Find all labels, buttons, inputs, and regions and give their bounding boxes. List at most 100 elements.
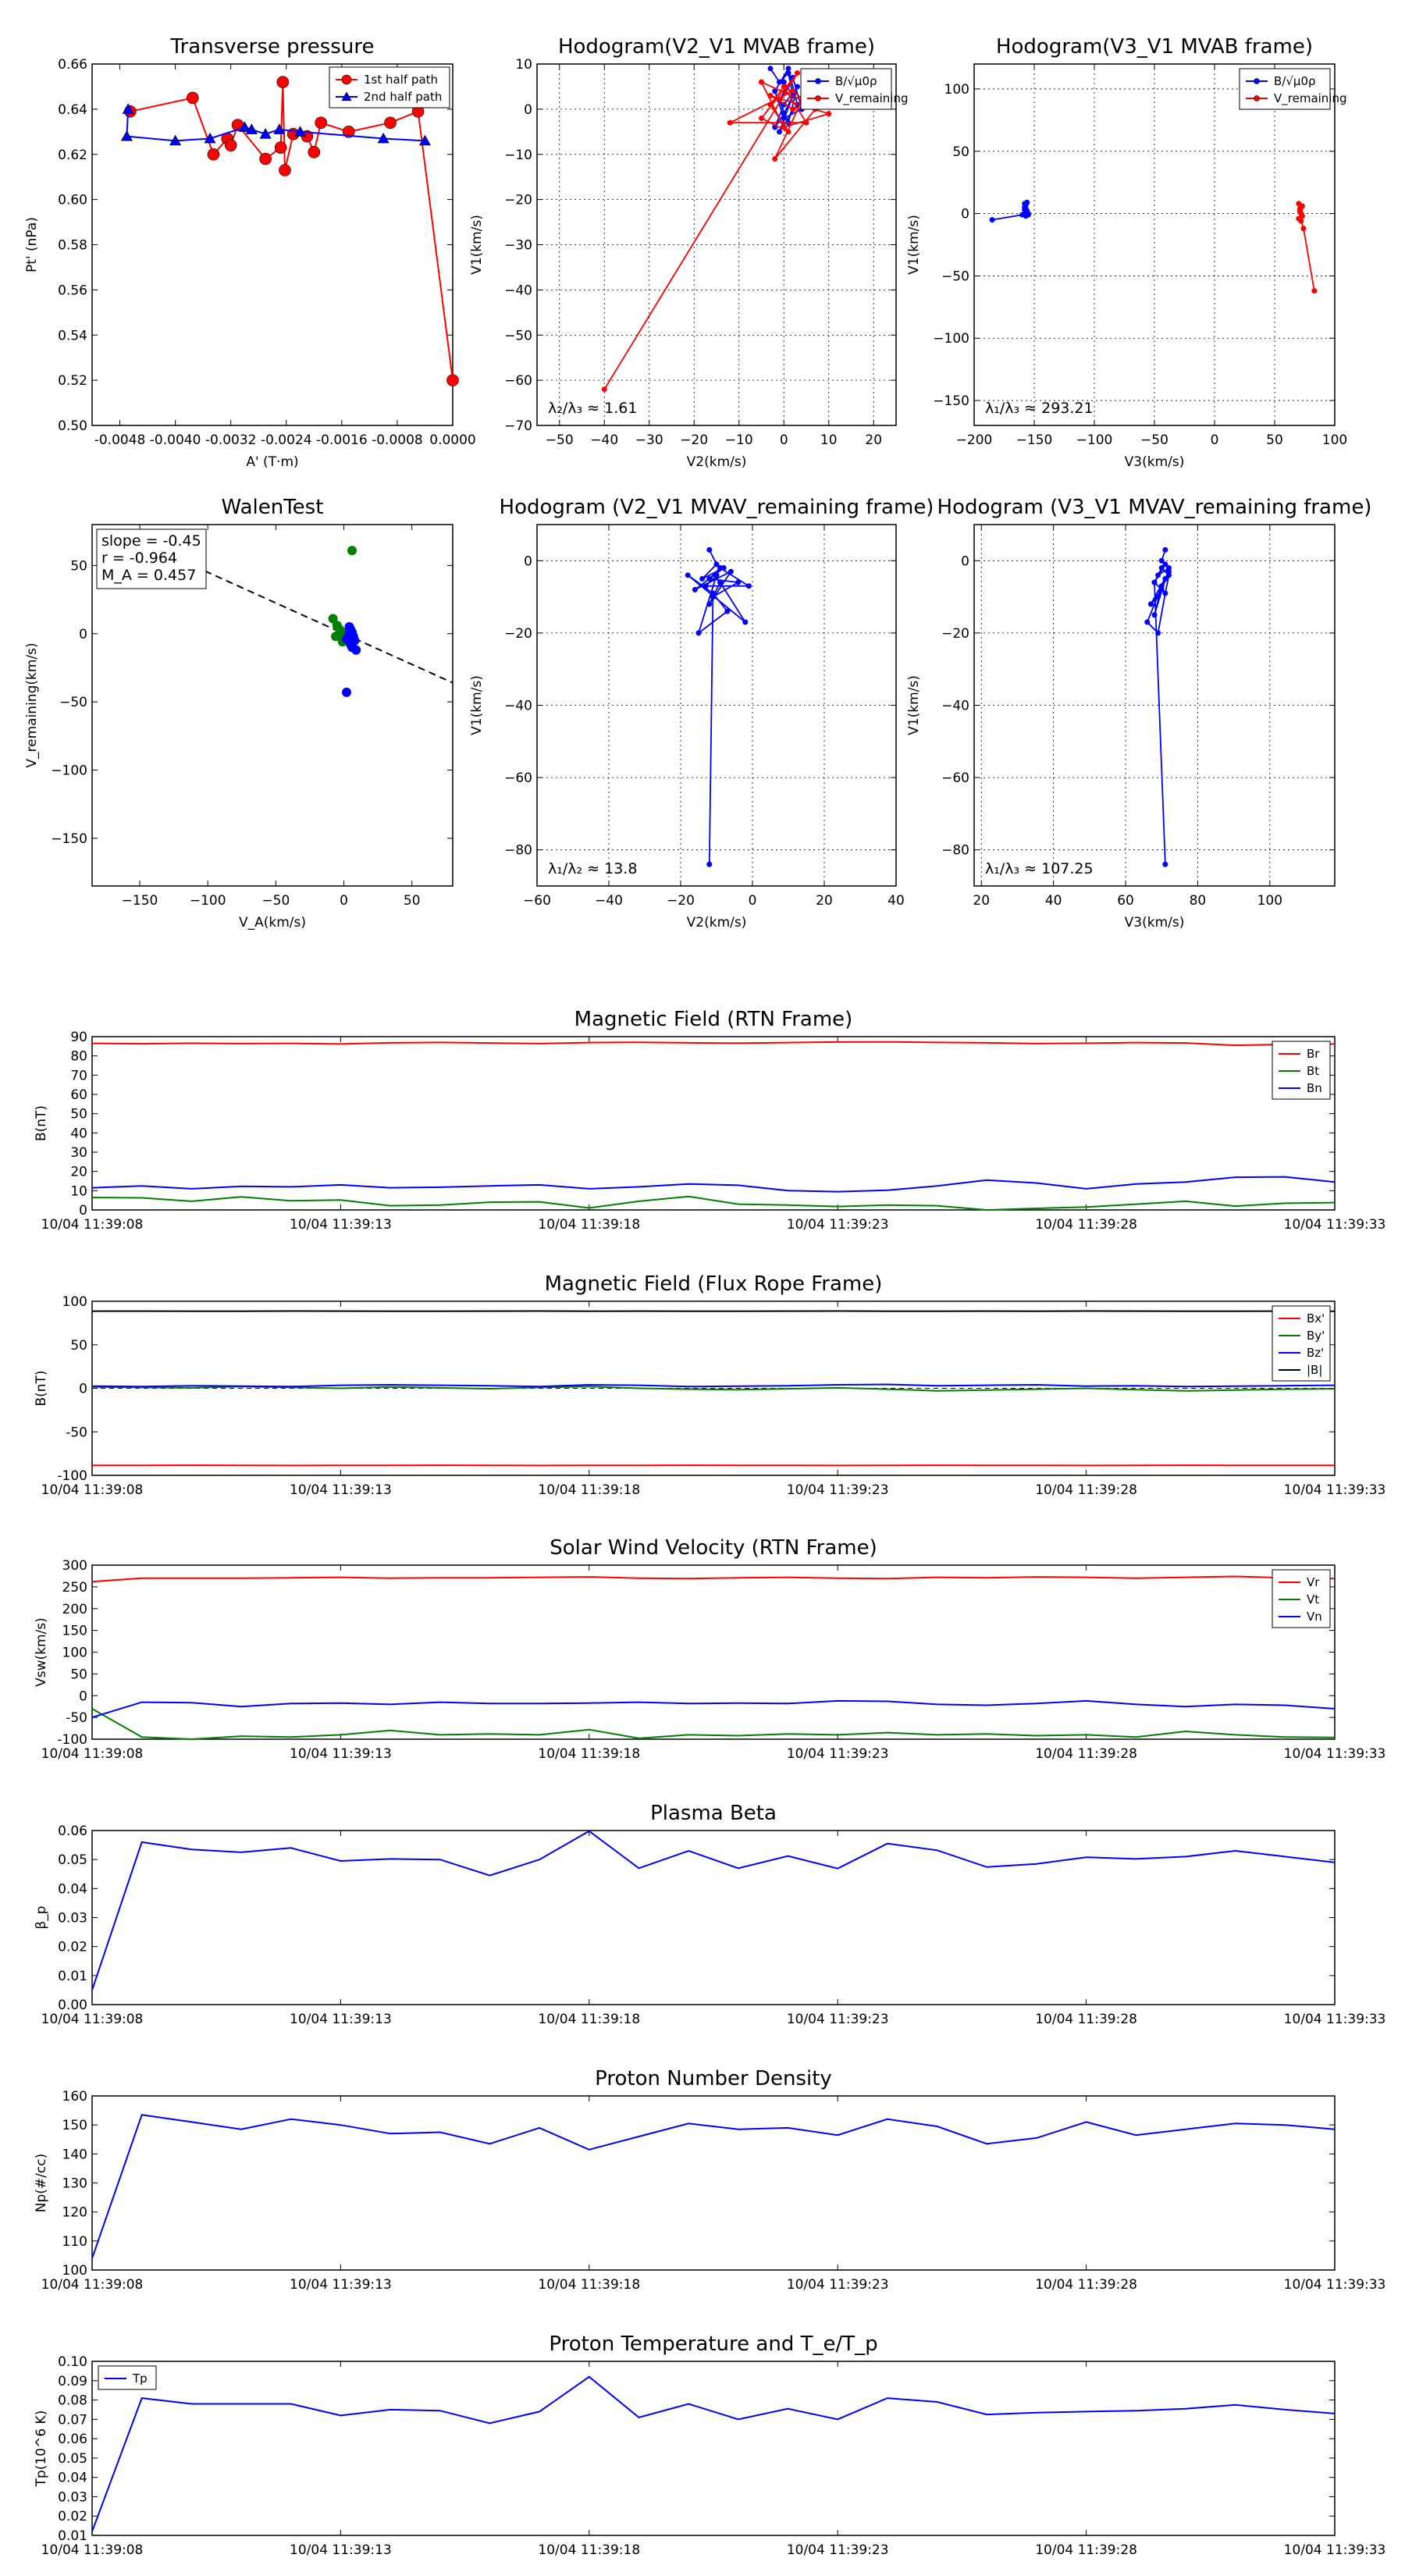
- y-tick-label: −50: [59, 695, 87, 710]
- data-point: [781, 84, 787, 90]
- series-line: [91, 1386, 1336, 1392]
- chart-title: Proton Temperature and T_e/T_p: [549, 2332, 877, 2356]
- x-tick-label: 10/04 11:39:28: [1035, 2012, 1137, 2027]
- data-point: [169, 134, 182, 146]
- data-point: [1151, 579, 1158, 585]
- y-tick-label: 0: [79, 1203, 87, 1219]
- legend-box: [800, 68, 892, 110]
- y-tick-label: 0: [79, 1382, 87, 1397]
- y-tick-label: 300: [62, 1558, 87, 1574]
- data-point: [989, 217, 995, 223]
- x-tick-label: 60: [1117, 893, 1134, 909]
- data-point: [351, 645, 361, 655]
- chart-title: Magnetic Field (Flux Rope Frame): [545, 1272, 883, 1296]
- x-tick-label: 10/04 11:39:08: [41, 1482, 144, 1498]
- y-tick-label: 100: [62, 1646, 87, 1661]
- x-tick-label: 10/04 11:39:23: [787, 1482, 889, 1498]
- y-tick-label: 100: [62, 2263, 87, 2279]
- x-tick-label: 0: [780, 432, 788, 448]
- plot-frame: [91, 1036, 1336, 1211]
- x-axis-label: A' (T·m): [246, 454, 298, 470]
- chart-title: Proton Number Density: [595, 2067, 832, 2090]
- y-tick-label: 0.07: [58, 2412, 87, 2428]
- y-tick-label: −30: [504, 238, 532, 254]
- y-tick-label: 0.62: [58, 148, 87, 163]
- data-point: [1147, 601, 1154, 607]
- y-tick-label: 0.00: [58, 1998, 87, 2013]
- data-point: [224, 139, 237, 151]
- y-tick-label: 0.03: [58, 2489, 87, 2505]
- fit-line: [194, 565, 454, 684]
- legend-entry: Br: [1307, 1047, 1320, 1061]
- y-tick-label: 60: [70, 1087, 87, 1103]
- y-tick-label: −20: [504, 193, 532, 208]
- data-point: [122, 103, 134, 114]
- data-point: [1155, 594, 1161, 600]
- x-tick-label: 100: [1322, 432, 1347, 448]
- y-tick-label: 0: [79, 627, 87, 642]
- data-point: [1165, 572, 1172, 578]
- y-tick-label: 250: [62, 1580, 87, 1596]
- chart-title: Plasma Beta: [650, 1802, 777, 1825]
- data-point: [735, 579, 742, 585]
- y-tick-label: 90: [70, 1030, 87, 1045]
- y-tick-label: 80: [70, 1049, 87, 1065]
- x-tick-label: 10/04 11:39:23: [787, 2542, 889, 2558]
- legend-entry: |B|: [1307, 1363, 1322, 1377]
- data-point: [745, 583, 752, 589]
- data-point: [759, 115, 764, 121]
- series-line: [91, 1699, 1336, 1719]
- y-tick-label: −50: [941, 269, 969, 284]
- x-tick-label: 10/04 11:39:28: [1035, 2277, 1137, 2293]
- plot-frame: [91, 63, 454, 426]
- y-tick-label: 0.02: [58, 1940, 87, 1955]
- data-point: [785, 129, 791, 135]
- legend-entry: Tp: [132, 2371, 148, 2386]
- data-point: [1298, 211, 1304, 217]
- y-tick-label: −60: [504, 770, 532, 786]
- data-point: [273, 123, 286, 134]
- x-tick-label: 10/04 11:39:08: [41, 2277, 144, 2293]
- x-tick-label: −60: [523, 893, 551, 909]
- y-tick-label: 70: [70, 1068, 87, 1083]
- y-tick-label: −40: [941, 699, 969, 714]
- y-axis-label: B(nT): [34, 1370, 49, 1406]
- data-point: [418, 134, 431, 146]
- y-tick-label: 120: [62, 2205, 87, 2221]
- y-tick-label: 0.58: [58, 238, 87, 254]
- y-tick-label: 50: [70, 558, 87, 574]
- x-tick-label: −50: [546, 432, 574, 448]
- y-tick-label: -50: [66, 1710, 87, 1726]
- x-tick-label: 10/04 11:39:18: [538, 1482, 640, 1498]
- x-tick-label: 10/04 11:39:13: [290, 1482, 392, 1498]
- y-tick-label: −40: [504, 699, 532, 714]
- x-tick-label: 10/04 11:39:13: [290, 1217, 392, 1233]
- x-tick-label: −30: [635, 432, 663, 448]
- legend-entry: B/√μ0ρ: [1274, 74, 1316, 88]
- y-tick-label: 0: [961, 553, 969, 569]
- data-point: [1144, 619, 1151, 625]
- x-tick-label: 100: [1257, 893, 1282, 909]
- y-tick-label: 0.01: [58, 2528, 87, 2544]
- x-tick-label: −50: [1140, 432, 1168, 448]
- data-point: [781, 115, 787, 121]
- data-point: [790, 106, 796, 112]
- data-point: [1300, 226, 1307, 232]
- data-point: [724, 608, 731, 614]
- y-tick-label: 30: [70, 1145, 87, 1161]
- y-tick-label: −150: [933, 393, 969, 409]
- data-point: [204, 132, 216, 144]
- data-point: [772, 88, 778, 94]
- data-point: [120, 130, 133, 141]
- legend-entry: Vn: [1307, 1610, 1322, 1624]
- data-point: [727, 568, 734, 575]
- eigenvalue-ratio: λ₁/λ₂ ≈ 13.8: [548, 860, 637, 877]
- x-tick-label: −20: [680, 432, 708, 448]
- data-point: [1298, 218, 1304, 224]
- series-line: [91, 2114, 1336, 2259]
- x-tick-label: 10/04 11:39:28: [1035, 2542, 1137, 2558]
- y-tick-label: 0.60: [58, 193, 87, 208]
- data-point: [1151, 612, 1158, 618]
- series-line: [91, 1575, 1336, 1583]
